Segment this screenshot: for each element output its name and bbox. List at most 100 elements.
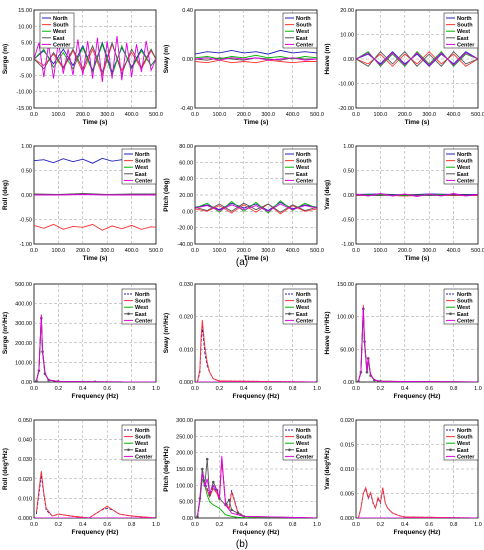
series-group	[195, 319, 317, 382]
legend-label-north: North	[296, 152, 311, 158]
y-tick-label: 150.00	[176, 467, 193, 473]
series-line-north	[195, 49, 317, 55]
x-tick-label: 200.0	[237, 248, 251, 254]
data-point-east	[365, 370, 369, 374]
x-tick-label: 200.0	[76, 112, 90, 118]
y-axis-label: Heave (m)	[324, 43, 331, 74]
x-axis-label: Time (s)	[405, 255, 430, 262]
legend-label-north: North	[457, 428, 472, 434]
x-tick-label: 0.6	[264, 386, 272, 392]
series-line-south	[195, 203, 317, 215]
data-point-east	[205, 457, 209, 461]
y-tick-label: 0.00	[343, 57, 354, 63]
x-tick-label: 0.2	[216, 386, 224, 392]
series-line-center	[195, 203, 317, 212]
chart-panel-1: -15.00 -10.00 -5.00 0.00 5.00 10.00 15.00 0.0 10…	[2, 8, 163, 126]
legend-box	[443, 424, 479, 461]
series-group	[356, 486, 478, 518]
x-tick-label: 0.0	[352, 248, 360, 254]
legend-label-center: Center	[135, 318, 153, 324]
x-tick-label: 0.2	[55, 522, 63, 528]
series-line-center	[356, 52, 478, 66]
x-tick-label: 0.4	[401, 386, 409, 392]
x-tick-label: 300.0	[261, 248, 275, 254]
x-tick-label: 100.0	[374, 248, 388, 254]
y-axis-label: Pitch (deg)	[163, 178, 170, 212]
y-tick-label: 300.00	[176, 418, 193, 424]
x-tick-label: 0.4	[79, 522, 87, 528]
y-tick-label: 0.020	[179, 315, 193, 321]
legend-label-west: West	[296, 29, 309, 35]
x-tick-label: 0.4	[401, 522, 409, 528]
y-tick-label: 0.00	[182, 57, 193, 63]
y-tick-label: 1.00	[343, 144, 354, 150]
legend-label-south: South	[296, 435, 312, 441]
data-point-east	[201, 467, 204, 471]
legend-label-west: West	[457, 165, 470, 171]
legend-box	[121, 148, 157, 185]
legend-label-west: West	[457, 29, 470, 35]
x-tick-label: 0.6	[103, 386, 111, 392]
x-tick-label: 100.0	[52, 112, 66, 118]
x-tick-label: 1.0	[313, 522, 321, 528]
legend-label-south: South	[457, 159, 473, 165]
legend-label-south: South	[135, 435, 151, 441]
x-tick-label: 0.0	[352, 112, 360, 118]
legend-box	[282, 12, 318, 49]
y-tick-label: 40.00	[179, 177, 193, 183]
x-tick-label: 1.0	[152, 386, 160, 392]
y-tick-label: 0.050	[18, 418, 32, 424]
y-tick-label: 100.00	[337, 315, 354, 321]
x-tick-label: 100.0	[52, 248, 66, 254]
chart-panel-9: 0.00 50.00 100.00 150.00 0.0 0.2 0.4 0.6 0.8 1.0 F…	[324, 282, 482, 400]
series-line-east	[195, 202, 317, 213]
y-tick-label: 150.00	[337, 282, 354, 288]
series-line-south	[196, 319, 317, 382]
y-tick-label: 80.00	[179, 144, 193, 150]
y-tick-label: 300.00	[15, 321, 32, 327]
legend-label-center: Center	[53, 42, 71, 48]
legend-label-west: West	[296, 165, 309, 171]
legend-label-north: North	[457, 292, 472, 298]
chart-panel-7: 0.00 100.00 200.00 300.00 400.00 500.00 0.0 0.2…	[2, 282, 160, 400]
series-line-south	[34, 42, 156, 77]
chart-panel-3: -20.00 -10.00 0.00 10.00 20.00 0.0 100.0 200.0 3…	[324, 8, 484, 126]
x-tick-label: 0.8	[289, 386, 297, 392]
x-tick-label: 0.0	[30, 112, 38, 118]
x-tick-label: 200.0	[237, 112, 251, 118]
y-axis-label: Surge (m²/Hz)	[2, 312, 9, 354]
data-point-east	[236, 511, 239, 515]
legend-marker-east	[288, 312, 291, 316]
legend-label-center: Center	[296, 318, 314, 324]
series-group	[356, 51, 478, 67]
x-tick-label: 0.8	[128, 522, 136, 528]
legend-label-center: Center	[296, 454, 314, 460]
x-tick-label: 0.2	[377, 522, 385, 528]
series-group	[356, 193, 478, 197]
y-tick-label: 0.015	[340, 443, 354, 449]
y-tick-label: 10.00	[340, 33, 354, 39]
x-tick-label: 200.0	[398, 112, 412, 118]
y-axis-label: Roll (deg)	[2, 180, 9, 210]
x-tick-label: 100.0	[374, 112, 388, 118]
legend-label-east: East	[457, 36, 469, 42]
x-tick-label: 0.8	[289, 522, 297, 528]
series-group	[195, 49, 317, 64]
x-tick-label: 0.6	[264, 522, 272, 528]
series-line-west	[196, 478, 317, 518]
y-tick-label: -10.00	[16, 90, 32, 96]
x-tick-label: 100.0	[213, 248, 227, 254]
series-group	[34, 157, 156, 231]
x-tick-label: 1.0	[474, 522, 482, 528]
x-axis-label: Time (s)	[83, 255, 108, 262]
x-axis-label: Time (s)	[83, 119, 108, 126]
legend-label-north: North	[457, 16, 472, 22]
legend-label-south: South	[296, 299, 312, 305]
x-tick-label: 0.2	[55, 386, 63, 392]
x-tick-label: 300.0	[100, 112, 114, 118]
series-line-east	[356, 194, 478, 196]
y-tick-label: 0.030	[179, 282, 193, 288]
legend-label-north: North	[296, 16, 311, 22]
